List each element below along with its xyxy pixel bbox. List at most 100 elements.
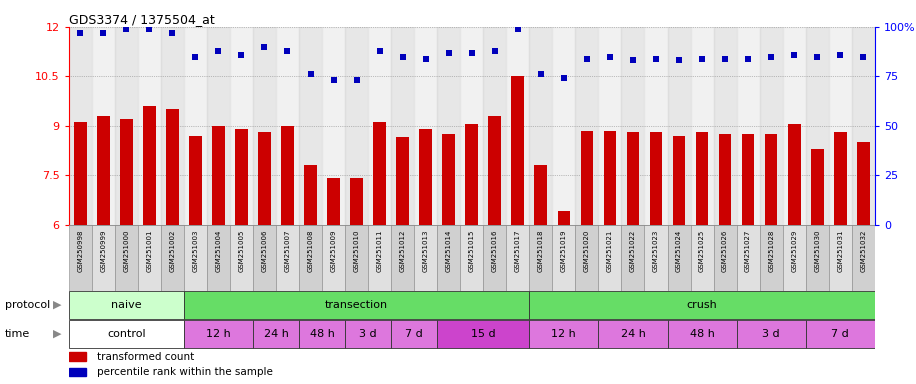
Text: GSM251014: GSM251014	[446, 230, 452, 272]
Point	[856, 53, 870, 60]
Bar	[437, 27, 460, 225]
Point	[510, 26, 525, 32]
Bar	[575, 27, 598, 225]
Text: GSM251008: GSM251008	[308, 230, 313, 272]
Bar	[189, 136, 202, 384]
Bar	[299, 320, 345, 348]
Text: GSM251002: GSM251002	[169, 230, 175, 272]
Bar	[437, 320, 529, 348]
Point	[533, 71, 548, 78]
Bar	[829, 27, 852, 225]
Text: GSM251011: GSM251011	[376, 230, 383, 272]
Bar	[230, 225, 253, 291]
Point	[188, 53, 202, 60]
Bar	[97, 116, 110, 384]
Point	[257, 43, 272, 50]
Bar	[552, 225, 575, 291]
Bar	[627, 132, 639, 384]
Text: GSM251020: GSM251020	[583, 230, 590, 272]
Point	[810, 53, 824, 60]
Bar	[213, 126, 224, 384]
Bar	[374, 122, 386, 384]
Bar	[668, 225, 691, 291]
Bar	[207, 27, 230, 225]
Text: GSM251026: GSM251026	[722, 230, 728, 272]
Bar	[345, 27, 368, 225]
Bar	[742, 134, 755, 384]
Text: GSM251000: GSM251000	[124, 230, 129, 272]
Text: 48 h: 48 h	[690, 329, 714, 339]
Bar	[484, 27, 507, 225]
Text: GSM251018: GSM251018	[538, 230, 544, 272]
Bar	[857, 142, 869, 384]
Bar	[143, 106, 156, 384]
Bar	[672, 136, 685, 384]
Point	[234, 51, 249, 58]
Bar	[668, 27, 691, 225]
Text: 7 d: 7 d	[405, 329, 423, 339]
Bar	[281, 126, 294, 384]
Bar	[137, 27, 161, 225]
Text: time: time	[5, 329, 30, 339]
Bar	[691, 27, 714, 225]
Bar	[714, 27, 736, 225]
Bar	[345, 225, 368, 291]
Text: crush: crush	[687, 300, 717, 310]
Bar	[806, 320, 875, 348]
Bar	[69, 291, 184, 319]
Bar	[184, 225, 207, 291]
Point	[764, 53, 779, 60]
Bar	[759, 225, 782, 291]
Bar	[649, 132, 662, 384]
Bar	[276, 225, 299, 291]
Bar	[782, 27, 806, 225]
Point	[671, 58, 686, 64]
Text: 7 d: 7 d	[832, 329, 849, 339]
Bar	[507, 225, 529, 291]
Bar	[511, 76, 524, 384]
Bar	[484, 225, 507, 291]
Bar	[391, 225, 414, 291]
Bar	[184, 27, 207, 225]
Bar	[811, 149, 823, 384]
Text: GSM251013: GSM251013	[422, 230, 429, 272]
Bar	[74, 122, 86, 384]
Text: transformed count: transformed count	[97, 352, 194, 362]
Bar	[759, 27, 782, 225]
Text: 3 d: 3 d	[762, 329, 780, 339]
Text: 24 h: 24 h	[264, 329, 289, 339]
Point	[603, 53, 617, 60]
Bar	[645, 27, 668, 225]
Bar	[368, 27, 391, 225]
Bar	[460, 225, 484, 291]
Point	[649, 55, 663, 61]
Text: GSM251019: GSM251019	[561, 230, 567, 272]
Bar	[253, 225, 276, 291]
Point	[211, 48, 225, 54]
Point	[349, 77, 364, 83]
Bar	[230, 27, 253, 225]
Text: GSM251023: GSM251023	[653, 230, 659, 272]
Point	[303, 71, 318, 78]
Point	[580, 55, 594, 61]
Point	[833, 51, 847, 58]
Bar	[299, 27, 322, 225]
Bar	[829, 225, 852, 291]
Bar	[414, 225, 437, 291]
Bar	[69, 367, 86, 376]
Bar	[114, 225, 137, 291]
Text: 15 d: 15 d	[471, 329, 496, 339]
Point	[442, 50, 456, 56]
Text: GSM251027: GSM251027	[745, 230, 751, 272]
Bar	[604, 131, 616, 384]
Text: 24 h: 24 h	[620, 329, 646, 339]
Bar	[437, 225, 460, 291]
Bar	[806, 225, 829, 291]
Bar	[442, 134, 455, 384]
Bar	[414, 27, 437, 225]
Bar	[852, 27, 875, 225]
Text: GSM251006: GSM251006	[261, 230, 267, 272]
Bar	[696, 132, 708, 384]
Text: GSM251028: GSM251028	[769, 230, 774, 272]
Bar	[92, 27, 114, 225]
